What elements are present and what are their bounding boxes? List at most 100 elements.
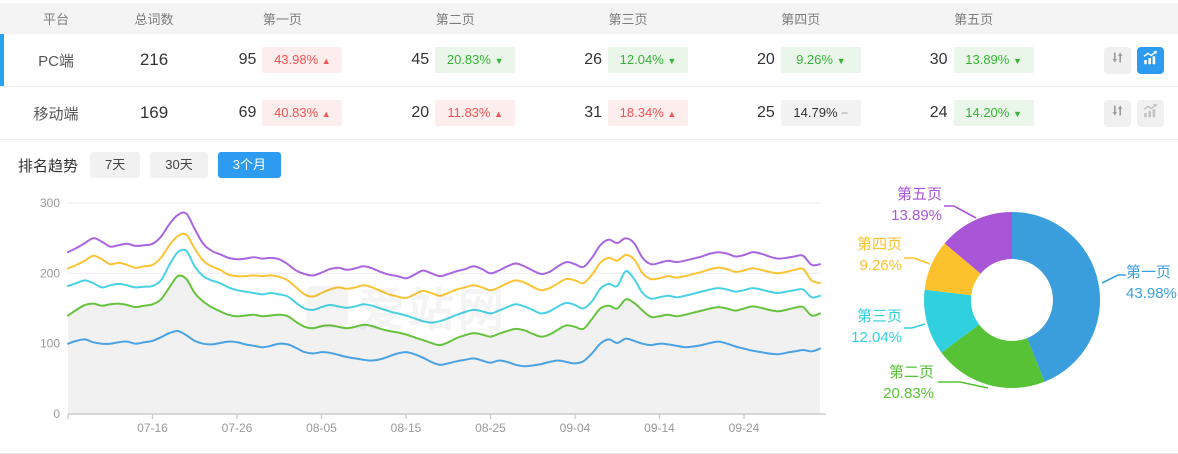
row-actions [1060,99,1178,127]
table-row-移动端[interactable]: 移动端 169 69 40.83% ▲ 20 11.83% ▲ 31 18.34% ▲ 25 14… [0,87,1178,140]
pie-label-pct: 43.98% [1126,285,1177,302]
page-percent-badge: 11.83% ▲ [435,100,516,126]
page-cell: 25 14.79% − [714,100,887,126]
x-axis-tick-label: 07-26 [222,421,253,435]
down-indicator-icon: ▼ [667,56,677,66]
page-cell: 30 13.89% ▼ [887,47,1060,73]
page-percent-badge: 9.26% ▼ [780,47,861,73]
sort-arrows-icon [1110,103,1125,123]
donut-slice-第四页[interactable] [924,243,981,296]
page-count: 24 [929,104,948,121]
page-percent-badge: 14.20% ▼ [953,100,1034,126]
x-axis-tick-label: 08-25 [475,421,506,435]
pie-label-pct: 20.83% [883,385,934,402]
label-leader-line [904,257,931,265]
page-cell: 45 20.83% ▼ [369,47,542,73]
donut-slice-第五页[interactable] [944,212,1012,274]
label-leader-line [904,323,926,329]
donut-canvas [904,205,1126,389]
range-tab-7天[interactable]: 7天 [90,152,141,178]
donut-slice-第二页[interactable] [941,324,1045,389]
up-indicator-icon: ▲ [321,109,331,119]
column-header-page5: 第五页 [954,12,994,27]
page-count: 20 [756,51,775,68]
column-header-total-words: 总词数 [134,12,174,27]
sort-toggle-button[interactable] [1103,99,1131,127]
page-cell: 95 43.98% ▲ [196,47,369,73]
pie-label-page1: 第一页 43.98% [1126,262,1178,304]
pie-label-page5: 第五页 13.89% [882,184,942,226]
page-percent-badge: 12.04% ▼ [607,47,688,73]
total-words-value: 169 [139,103,169,122]
pie-label-page2: 第二页 20.83% [872,362,934,404]
x-axis-tick-label: 07-16 [137,421,168,435]
table-row-PC端[interactable]: PC端 216 95 43.98% ▲ 45 20.83% ▼ 26 12.04% ▼ 20 9.… [0,34,1178,87]
page-percent-badge: 43.98% ▲ [262,47,343,73]
page-count: 31 [584,104,602,121]
range-tab-30天[interactable]: 30天 [150,152,208,178]
page-count: 30 [929,51,948,68]
pie-label-name: 第三页 [856,308,902,325]
flat-indicator-icon: − [841,106,849,120]
x-axis-tick-label: 08-05 [306,421,337,435]
page-count: 26 [584,51,602,68]
page-percent-badge: 20.83% ▼ [435,47,516,73]
up-indicator-icon: ▲ [667,109,677,119]
column-header-platform: 平台 [42,12,69,27]
x-axis-tick-label: 08-15 [391,421,422,435]
page-cell: 31 18.34% ▲ [542,100,715,126]
pie-label-pct: 13.89% [891,207,942,224]
page-cell: 20 9.26% ▼ [714,47,887,73]
pie-label-pct: 9.26% [859,257,902,274]
down-indicator-icon: ▼ [836,56,846,66]
sort-toggle-button[interactable] [1103,46,1131,74]
trend-chart-icon [1142,50,1158,71]
platform-name: PC端 [38,52,74,70]
down-indicator-icon: ▼ [494,56,504,66]
y-axis-tick-label: 100 [40,337,60,351]
page-share-donut-chart: 第一页 43.98% 第二页 20.83% 第三页 12.04% 第四页 9.2… [842,178,1178,430]
line-series-第二页 [67,274,821,347]
page-count: 20 [411,104,430,121]
page-cell: 24 14.20% ▼ [887,100,1060,126]
column-header-page1: 第一页 [262,12,302,27]
platform-name: 移动端 [33,105,79,123]
page-cell: 26 12.04% ▼ [542,47,715,73]
show-trend-button[interactable] [1136,99,1164,127]
page-count: 25 [756,104,775,121]
y-axis-tick-label: 0 [53,407,60,421]
page-cell: 20 11.83% ▲ [369,100,542,126]
x-axis-tick-label: 09-14 [644,421,675,435]
total-words-value: 216 [139,50,169,69]
sort-arrows-icon [1110,50,1125,70]
page-count: 69 [238,104,257,121]
trend-chart-icon [1142,103,1158,124]
x-axis-tick-label: 09-24 [729,421,760,435]
range-tab-3个月[interactable]: 3个月 [217,152,281,178]
line-series-第一页 [67,329,821,368]
page-count: 95 [238,51,257,68]
pie-label-name: 第二页 [888,364,934,381]
column-header-page2: 第二页 [435,12,475,27]
donut-slice-第一页[interactable] [1012,211,1101,382]
show-trend-button[interactable] [1136,46,1164,74]
label-leader-line [1101,274,1126,284]
page-percent-badge: 18.34% ▲ [607,100,688,126]
page-count: 45 [411,51,430,68]
line-series-第四页 [67,232,821,299]
column-header-page3: 第三页 [608,12,648,27]
line-series-第五页 [67,211,821,280]
rank-trend-line-chart: 0 100 200 300 07-16 07-26 08-05 08-15 08-25 09-04… [10,186,840,453]
table-header: 平台 总词数 第一页 第二页 第三页 第四页 第五页 [0,3,1178,34]
x-axis-tick-label: 09-04 [560,421,591,435]
donut-slice-第三页[interactable] [923,289,980,353]
pie-label-pct: 12.04% [851,329,902,346]
row-actions [1060,46,1178,74]
column-header-page4: 第四页 [781,12,821,27]
trend-title: 排名趋势 [18,157,79,175]
trend-toolbar: 排名趋势 7天 30天 3个月 [18,151,281,179]
page-percent-badge: 14.79% − [780,100,861,126]
pie-label-name: 第一页 [1126,264,1172,281]
page-percent-badge: 40.83% ▲ [262,100,343,126]
